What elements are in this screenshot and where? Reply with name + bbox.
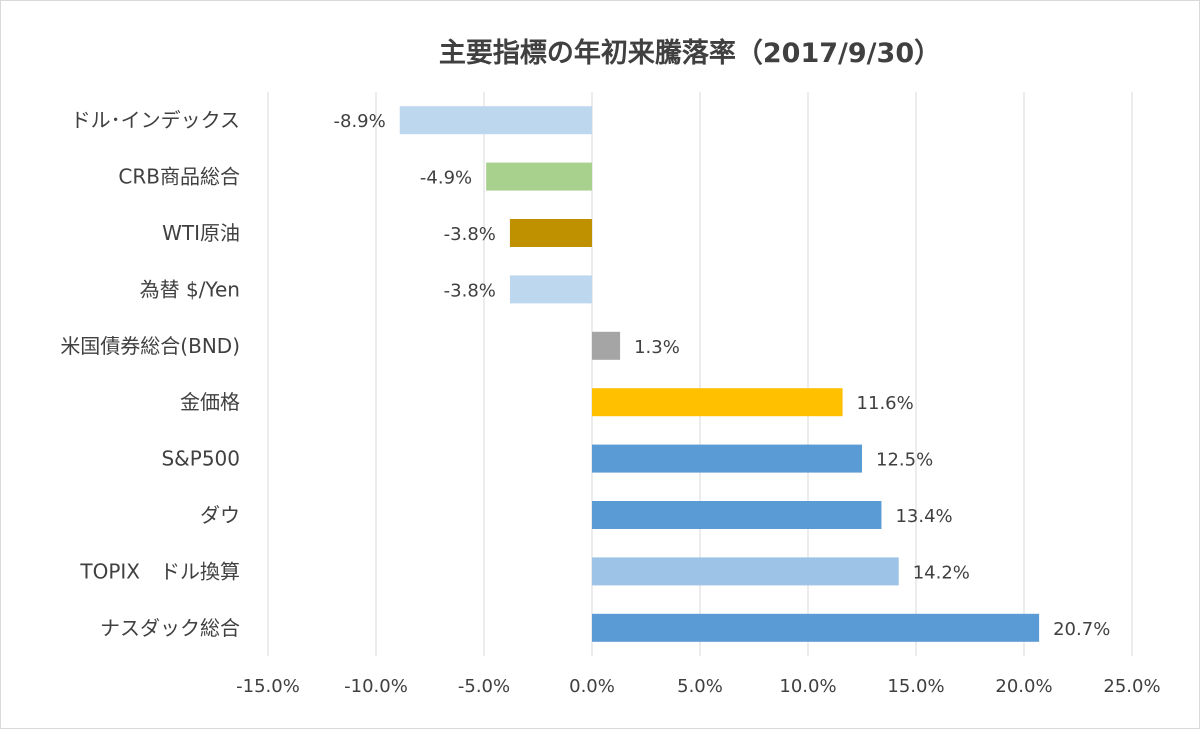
data-label: 13.4% xyxy=(895,506,952,527)
bar xyxy=(592,331,621,360)
category-label: ナスダック総合 xyxy=(100,616,240,640)
data-label: 11.6% xyxy=(857,393,914,414)
category-label: CRB商品総合 xyxy=(118,165,240,189)
bar xyxy=(486,162,592,191)
data-label: 14.2% xyxy=(913,562,970,583)
data-label: -3.8% xyxy=(444,280,496,301)
bar xyxy=(509,275,592,304)
data-label: -8.9% xyxy=(334,111,386,132)
bar xyxy=(509,219,592,247)
bar xyxy=(592,501,882,529)
bar xyxy=(592,613,1040,642)
bar xyxy=(592,388,843,417)
category-label: WTI原油 xyxy=(162,221,240,245)
data-label: 20.7% xyxy=(1053,619,1110,640)
x-tick-label: -10.0% xyxy=(344,676,408,697)
data-label: 12.5% xyxy=(876,450,933,471)
x-tick-label: 15.0% xyxy=(887,676,944,697)
category-label: 米国債券総合(BND) xyxy=(60,334,240,358)
x-tick-label: 25.0% xyxy=(1103,676,1160,697)
data-label: 1.3% xyxy=(634,337,680,358)
category-label: S&P500 xyxy=(161,447,240,471)
category-label: TOPIX ドル換算 xyxy=(79,559,240,583)
x-tick-labels: -15.0% -10.0% -5.0% 0.0% 5.0% 10.0% 15.0% 20.0%… xyxy=(236,676,1160,697)
bars xyxy=(399,106,1040,642)
x-tick-label: 0.0% xyxy=(569,676,615,697)
x-tick-label: 10.0% xyxy=(779,676,836,697)
category-label: 金価格 xyxy=(180,390,240,414)
x-tick-label: 20.0% xyxy=(995,676,1052,697)
x-tick-label: -15.0% xyxy=(236,676,300,697)
bar xyxy=(399,106,592,135)
category-label: ドル･インデックス xyxy=(71,108,240,132)
bar xyxy=(592,557,899,586)
x-tick-label: -5.0% xyxy=(458,676,510,697)
x-tick-label: 5.0% xyxy=(677,676,723,697)
category-label: ダウ xyxy=(200,503,240,527)
data-labels: -8.9% -4.9% -3.8% -3.8% 1.3% 11.6% 12.5% 13.4% 1… xyxy=(334,111,1111,640)
data-label: -3.8% xyxy=(444,224,496,245)
chart-title: 主要指標の年初来騰落率（2017/9/30） xyxy=(439,37,941,69)
bar xyxy=(592,444,862,473)
data-label: -4.9% xyxy=(420,168,472,189)
category-label: 為替 $/Yen xyxy=(140,277,240,301)
